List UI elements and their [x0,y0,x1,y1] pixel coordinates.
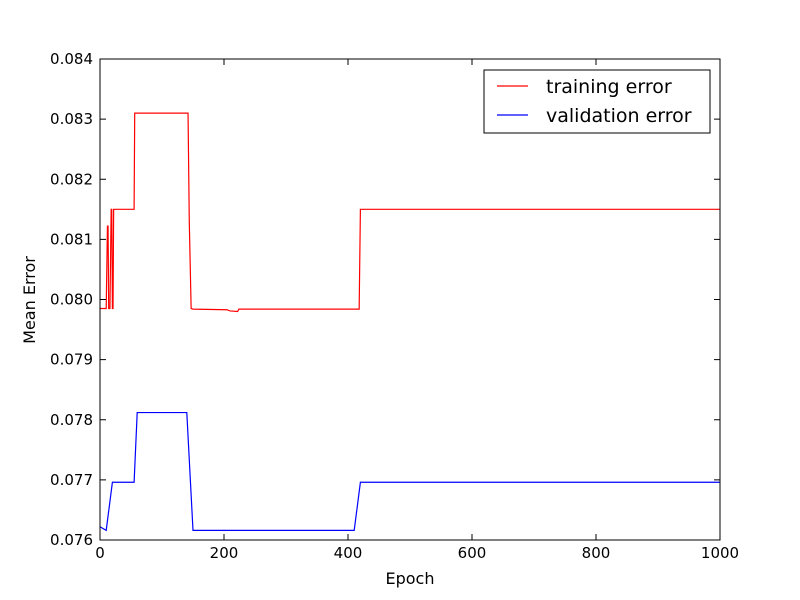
y-tick-label: 0.079 [50,351,93,369]
x-tick-label: 400 [334,544,363,562]
y-tick-label: 0.078 [50,411,93,429]
y-tick-label: 0.077 [50,471,93,489]
series-line-training-error [100,112,720,313]
x-tick-label: 800 [582,544,611,562]
y-tick-label: 0.082 [50,170,93,188]
x-axis-label: Epoch [386,569,435,588]
y-axis-label: Mean Error [20,256,39,344]
x-tick-label: 200 [210,544,239,562]
legend-label-training-error: training error [546,76,672,98]
y-tick-label: 0.084 [50,50,93,68]
series-layer [99,112,720,532]
y-tick-label: 0.081 [50,230,93,248]
y-tick-label: 0.076 [50,531,93,549]
y-tick-label: 0.080 [50,291,93,309]
y-tick-label: 0.083 [50,110,93,128]
legend: training error validation error [483,69,711,134]
legend-box [483,69,711,134]
series-line-validation-error [99,411,720,532]
legend-label-validation-error: validation error [546,105,692,127]
x-tick-label: 0 [95,544,105,562]
x-tick-label: 1000 [701,544,739,562]
ticks-layer: 0 200 400 600 800 1000 0.076 0.077 0.078 0.079 0.0… [50,50,739,562]
x-tick-label: 600 [458,544,487,562]
